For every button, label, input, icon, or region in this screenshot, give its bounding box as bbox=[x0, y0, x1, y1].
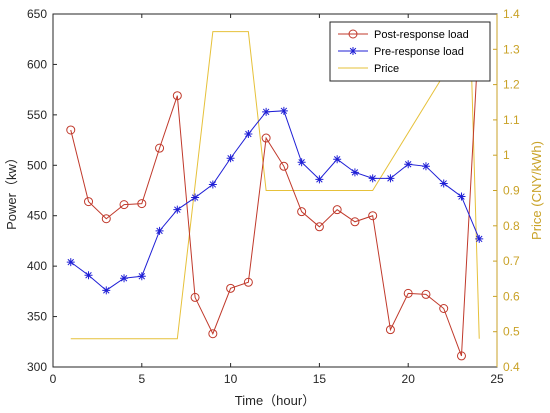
y-tick-label-right: 0.9 bbox=[503, 184, 520, 198]
data-point-post-response bbox=[385, 325, 395, 335]
y-axis-title-right: Price (CNY/kWh) bbox=[529, 141, 544, 240]
data-point-post-response bbox=[261, 133, 271, 143]
data-point-post-response bbox=[172, 91, 182, 101]
data-point-post-response bbox=[243, 277, 253, 287]
x-tick-label: 10 bbox=[224, 372, 238, 386]
data-point-post-response bbox=[332, 205, 342, 215]
data-point-pre-response bbox=[439, 179, 448, 188]
data-point-pre-response bbox=[333, 155, 342, 164]
y-tick-label-left: 400 bbox=[27, 259, 47, 273]
data-point-post-response bbox=[421, 289, 431, 299]
data-point-pre-response bbox=[191, 193, 200, 202]
data-point-post-response bbox=[66, 125, 76, 135]
y-tick-label-left: 300 bbox=[27, 360, 47, 374]
data-point-pre-response bbox=[84, 271, 93, 280]
tick-labels: 0 5 10 15 20 25 300 350 400 450 500 550 600 650 0.4 0.5… bbox=[27, 7, 520, 386]
data-point-pre-response bbox=[208, 180, 217, 189]
y-tick-label-left: 350 bbox=[27, 310, 47, 324]
data-point-pre-response bbox=[279, 106, 288, 115]
data-point-pre-response bbox=[315, 175, 324, 184]
data-point-post-response bbox=[137, 199, 147, 209]
data-point-pre-response bbox=[102, 286, 111, 295]
y-tick-label-right: 1.4 bbox=[503, 7, 520, 21]
legend-marker-pre-response bbox=[349, 47, 357, 55]
data-point-pre-response bbox=[421, 162, 430, 171]
data-point-pre-response bbox=[66, 258, 75, 267]
x-tick-label: 5 bbox=[138, 372, 145, 386]
y-tick-label-right: 1.2 bbox=[503, 78, 520, 92]
y-tick-label-left: 500 bbox=[27, 158, 47, 172]
data-point-post-response bbox=[155, 143, 165, 153]
data-point-post-response bbox=[226, 283, 236, 293]
y-tick-label-right: 0.7 bbox=[503, 254, 520, 268]
data-point-pre-response bbox=[226, 154, 235, 163]
data-point-post-response bbox=[314, 222, 324, 232]
data-point-pre-response bbox=[297, 158, 306, 167]
data-point-post-response bbox=[190, 292, 200, 302]
data-point-pre-response bbox=[350, 168, 359, 177]
y-tick-label-right: 0.4 bbox=[503, 360, 520, 374]
y-tick-label-right: 0.8 bbox=[503, 219, 520, 233]
y-tick-label-right: 0.6 bbox=[503, 289, 520, 303]
x-tick-label: 20 bbox=[402, 372, 416, 386]
data-point-post-response bbox=[403, 288, 413, 298]
x-tick-label: 15 bbox=[313, 372, 327, 386]
x-tick-label: 0 bbox=[50, 372, 57, 386]
data-point-pre-response bbox=[155, 226, 164, 235]
y-axis-title-left: Power（kw） bbox=[4, 151, 19, 230]
data-point-pre-response bbox=[475, 234, 484, 243]
data-point-pre-response bbox=[404, 160, 413, 169]
data-point-pre-response bbox=[386, 174, 395, 183]
legend-marker-post-response bbox=[348, 29, 358, 39]
data-point-post-response bbox=[350, 217, 360, 227]
data-point-pre-response bbox=[262, 107, 271, 116]
legend-label-pre-response: Pre-response load bbox=[374, 46, 464, 58]
data-point-pre-response bbox=[137, 272, 146, 281]
y-tick-label-right: 0.5 bbox=[503, 325, 520, 339]
data-point-pre-response bbox=[457, 192, 466, 201]
x-tick-label: 25 bbox=[490, 372, 504, 386]
data-point-post-response bbox=[101, 214, 111, 224]
y-tick-label-right: 1.1 bbox=[503, 113, 520, 127]
data-point-pre-response bbox=[244, 130, 253, 139]
y-tick-label-right: 1.3 bbox=[503, 42, 520, 56]
legend-label-price: Price bbox=[374, 63, 399, 75]
data-point-pre-response bbox=[173, 205, 182, 214]
series-line-post-response bbox=[70, 26, 480, 357]
x-axis-title: Time（hour） bbox=[235, 393, 315, 408]
legend-label-post-response: Post-response load bbox=[374, 29, 469, 41]
y-tick-label-left: 550 bbox=[27, 108, 47, 122]
data-point-post-response bbox=[439, 304, 449, 314]
data-point-post-response bbox=[368, 211, 378, 221]
legend: Post-response load Pre-response load Price bbox=[329, 21, 491, 82]
y-tick-label-right: 1 bbox=[503, 148, 510, 162]
data-point-pre-response bbox=[368, 174, 377, 183]
data-point-pre-response bbox=[120, 274, 129, 283]
data-point-post-response bbox=[208, 329, 218, 339]
y-tick-label-left: 600 bbox=[27, 57, 47, 71]
data-point-post-response bbox=[456, 351, 466, 361]
data-point-post-response bbox=[297, 207, 307, 217]
data-point-post-response bbox=[279, 161, 289, 171]
y-tick-label-left: 450 bbox=[27, 209, 47, 223]
data-point-post-response bbox=[84, 197, 94, 207]
data-point-post-response bbox=[119, 200, 129, 210]
y-tick-label-left: 650 bbox=[27, 7, 47, 21]
